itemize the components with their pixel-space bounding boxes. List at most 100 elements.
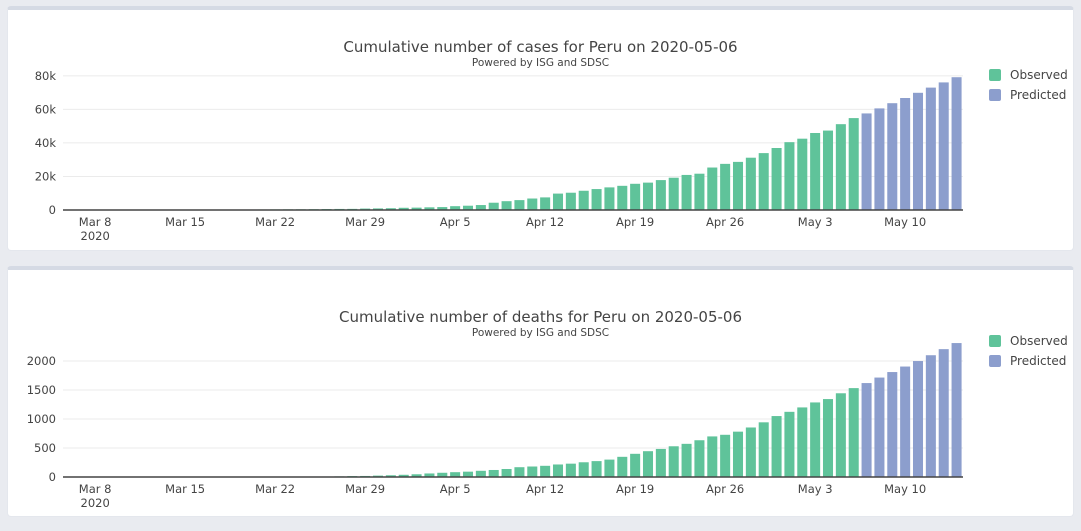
observed-bar[interactable] [848,118,859,210]
predicted-bar[interactable] [938,82,949,210]
observed-bar[interactable] [424,473,435,477]
observed-bar[interactable] [835,393,846,477]
predicted-bar[interactable] [951,77,962,210]
observed-bar[interactable] [462,471,474,477]
legend-label-observed: Observed [1010,334,1068,348]
observed-bar[interactable] [655,448,666,477]
observed-bar[interactable] [604,187,615,210]
predicted-bar[interactable] [951,343,962,477]
observed-bar[interactable] [797,407,808,477]
observed-bar[interactable] [604,459,615,477]
observed-bar[interactable] [411,474,422,477]
observed-bar[interactable] [694,173,705,210]
observed-bar[interactable] [591,461,602,477]
observed-bar[interactable] [694,440,705,477]
observed-bar[interactable] [398,474,409,477]
observed-bar[interactable] [642,182,654,210]
predicted-bar[interactable] [887,103,898,210]
legend-item-observed[interactable]: Observed [989,334,1068,348]
observed-bar[interactable] [552,193,564,210]
observed-bar[interactable] [437,207,448,210]
observed-bar[interactable] [668,446,679,477]
observed-bar[interactable] [720,434,731,477]
observed-bar[interactable] [565,192,576,210]
observed-bar[interactable] [475,205,486,210]
predicted-bar[interactable] [887,372,898,477]
predicted-swatch-icon [989,355,1001,367]
predicted-bar[interactable] [912,361,924,477]
observed-bar[interactable] [527,198,538,210]
observed-bar[interactable] [385,208,396,210]
observed-bar[interactable] [501,201,512,210]
observed-bar[interactable] [385,475,396,477]
observed-bar[interactable] [681,443,692,477]
observed-bar[interactable] [501,468,512,477]
observed-bar[interactable] [732,161,744,210]
predicted-bar[interactable] [861,383,872,477]
predicted-bar[interactable] [912,92,924,210]
observed-bar[interactable] [578,462,589,477]
observed-bar[interactable] [591,189,602,210]
predicted-bar[interactable] [874,377,885,477]
predicted-bar[interactable] [874,108,885,210]
predicted-bar[interactable] [938,349,949,477]
legend-item-predicted[interactable]: Predicted [989,354,1068,368]
legend-item-predicted[interactable]: Predicted [989,88,1068,102]
observed-bar[interactable] [784,411,795,477]
observed-bar[interactable] [424,207,435,210]
observed-bar[interactable] [398,207,409,210]
observed-bar[interactable] [617,185,628,210]
observed-bar[interactable] [462,205,474,210]
observed-bar[interactable] [540,465,551,477]
observed-bar[interactable] [745,157,756,210]
observed-bar[interactable] [707,167,718,210]
observed-bar[interactable] [771,148,782,210]
observed-bar[interactable] [810,402,821,477]
observed-bar[interactable] [540,197,551,210]
observed-bar[interactable] [514,467,525,477]
observed-bar[interactable] [655,180,666,210]
observed-bar[interactable] [437,472,448,477]
observed-bar[interactable] [450,206,461,210]
observed-bar[interactable] [411,207,422,210]
observed-bar[interactable] [822,399,834,477]
observed-bar[interactable] [835,124,846,210]
observed-bar[interactable] [642,451,654,477]
observed-bar[interactable] [784,142,795,210]
observed-bar[interactable] [810,132,821,210]
observed-bar[interactable] [681,174,692,210]
observed-bar[interactable] [732,431,744,477]
observed-bar[interactable] [668,177,679,210]
observed-bar[interactable] [488,469,499,477]
observed-bar[interactable] [822,130,834,210]
observed-bar[interactable] [552,464,564,477]
observed-bar[interactable] [527,466,538,477]
predicted-bar[interactable] [900,366,911,477]
observed-bar[interactable] [707,436,718,477]
observed-bar[interactable] [745,427,756,477]
observed-bar[interactable] [848,388,859,477]
predicted-bar[interactable] [861,113,872,210]
observed-bar[interactable] [771,416,782,477]
x-tick-label: Mar 15 [165,215,205,229]
predicted-bar[interactable] [925,87,936,210]
legend-item-observed[interactable]: Observed [989,68,1068,82]
predicted-bar[interactable] [900,98,911,210]
observed-bar[interactable] [758,422,769,477]
observed-bar[interactable] [475,470,486,477]
observed-bar[interactable] [630,183,641,210]
observed-bar[interactable] [488,202,499,210]
observed-bar[interactable] [720,163,731,210]
observed-bar[interactable] [565,463,576,477]
predicted-bar[interactable] [925,355,936,477]
observed-bar[interactable] [372,208,384,210]
observed-bar[interactable] [797,138,808,210]
observed-bar[interactable] [758,153,769,210]
observed-bar[interactable] [630,453,641,477]
observed-bar[interactable] [617,456,628,477]
observed-bar[interactable] [450,472,461,477]
observed-bar[interactable] [514,200,525,210]
observed-bar[interactable] [578,190,589,210]
